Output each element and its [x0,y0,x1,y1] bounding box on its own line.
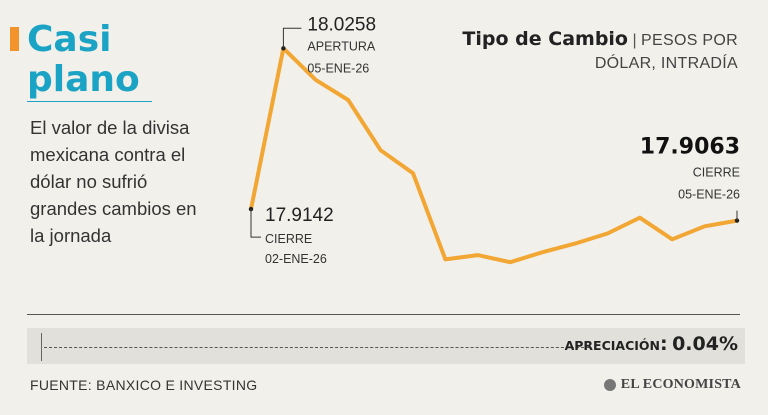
series-line [249,46,739,265]
callout-value: 17.9063 [640,135,740,160]
headline-underline [27,101,152,102]
headline-line-1: Casi [27,19,112,60]
callout-label: 05-ENE-26 [307,61,369,75]
data-point [574,242,576,245]
brand-logo: EL ECONOMISTA [603,377,741,393]
callout-label: CIERRE [693,166,740,180]
data-point [671,238,673,241]
chart-title: Tipo de Cambio | PESOS POR [462,28,738,50]
headline-line-2: plano [27,59,140,100]
data-point [379,149,382,152]
data-point [639,216,641,219]
callout-label: 02-ENE-26 [265,252,327,266]
globe-icon [603,379,616,391]
appreciation-dashed-line [44,347,589,348]
data-point [541,251,544,253]
data-point [606,232,609,235]
divider [27,314,740,315]
data-point [315,79,317,81]
callout-leader [250,209,261,238]
chart-title-separator: | [632,32,637,49]
appreciation-tick [41,333,42,361]
brand-name: EL ECONOMISTA [620,377,741,392]
chart-title-strong: Tipo de Cambio [462,28,628,50]
data-point [703,225,706,228]
chart-subtitle: DÓLAR, INTRADÍA [594,55,738,72]
callout-leader [282,27,302,49]
appreciation-label: APRECIACIÓN [564,338,661,353]
appreciation-value: 0.04% [672,333,738,355]
description: El valor de la divisa mexicana contra el… [30,117,197,246]
callout-label: APERTURA [307,39,376,53]
callout-value: 17.9142 [265,205,334,226]
appreciation-bar [27,328,745,364]
source-note: FUENTE: BANXICO E INVESTING [30,377,258,393]
accent-bar [10,27,19,51]
data-point [412,172,414,175]
appreciation-colon: : [660,333,668,355]
headline: Casi plano [27,20,140,100]
data-point [509,261,512,264]
callout-label: 05-ENE-26 [678,188,740,202]
data-point [444,258,447,261]
callout-value: 18.0258 [307,14,376,35]
data-point [347,99,350,101]
data-point [477,254,479,256]
appreciation-readout: APRECIACIÓN: 0.04% [565,333,738,355]
chart-title-rest: PESOS POR [641,32,738,49]
callout-label: CIERRE [265,232,312,246]
